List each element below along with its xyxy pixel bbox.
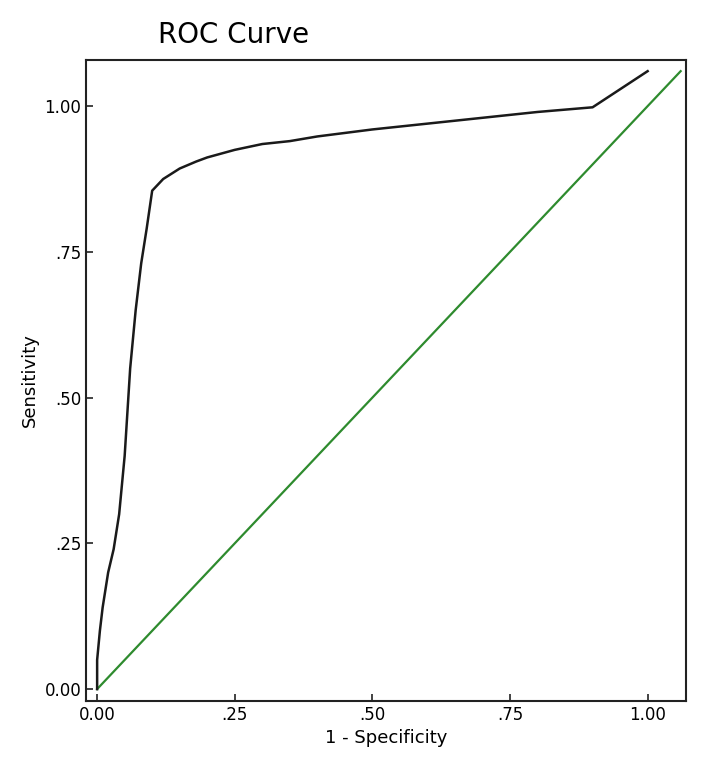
Y-axis label: Sensitivity: Sensitivity <box>21 333 39 427</box>
Text: ROC Curve: ROC Curve <box>158 21 309 49</box>
X-axis label: 1 - Specificity: 1 - Specificity <box>325 729 448 747</box>
